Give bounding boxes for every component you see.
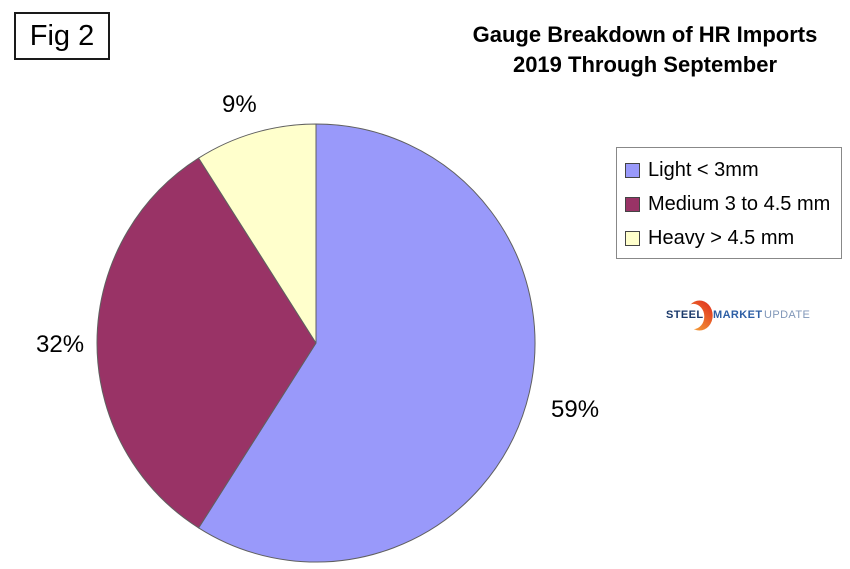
figure-label-box: Fig 2: [14, 12, 110, 60]
pie-chart: [95, 122, 537, 564]
legend-item: Heavy > 4.5 mm: [617, 221, 841, 255]
chart-title-line2: 2019 Through September: [512, 52, 778, 77]
chart-title-line1: Gauge Breakdown of HR Imports: [472, 22, 818, 47]
chart-title: Gauge Breakdown of HR Imports 2019 Throu…: [420, 20, 850, 80]
figure-label: Fig 2: [29, 19, 95, 52]
legend-label-light: Light < 3mm: [648, 158, 759, 181]
pie-slice-0: [198, 123, 536, 563]
crescent-icon: [686, 300, 713, 331]
slice-label-medium: 32%: [36, 331, 85, 358]
legend-label-medium: Medium 3 to 4.5 mm: [648, 192, 831, 215]
legend: Light < 3mm Medium 3 to 4.5 mm Heavy > 4…: [616, 147, 842, 259]
steel-market-update-logo: STEEL MARKET UPDATE: [663, 300, 823, 332]
logo-text-market: MARKET: [713, 309, 763, 321]
legend-swatch-heavy: [625, 230, 640, 246]
legend-swatch-light: [625, 162, 640, 178]
logo-text-update: UPDATE: [764, 309, 811, 321]
pie-chart-svg: [96, 123, 536, 563]
pie-slice-1: [96, 157, 317, 529]
logo-text-steel: STEEL: [666, 309, 704, 321]
slice-label-heavy: 9%: [222, 91, 257, 118]
pie-slice-2: [198, 123, 317, 344]
slice-label-light: 59%: [551, 396, 600, 423]
legend-item: Medium 3 to 4.5 mm: [617, 187, 841, 221]
legend-swatch-medium: [625, 196, 640, 212]
legend-label-heavy: Heavy > 4.5 mm: [648, 226, 795, 249]
legend-item: Light < 3mm: [617, 153, 841, 187]
